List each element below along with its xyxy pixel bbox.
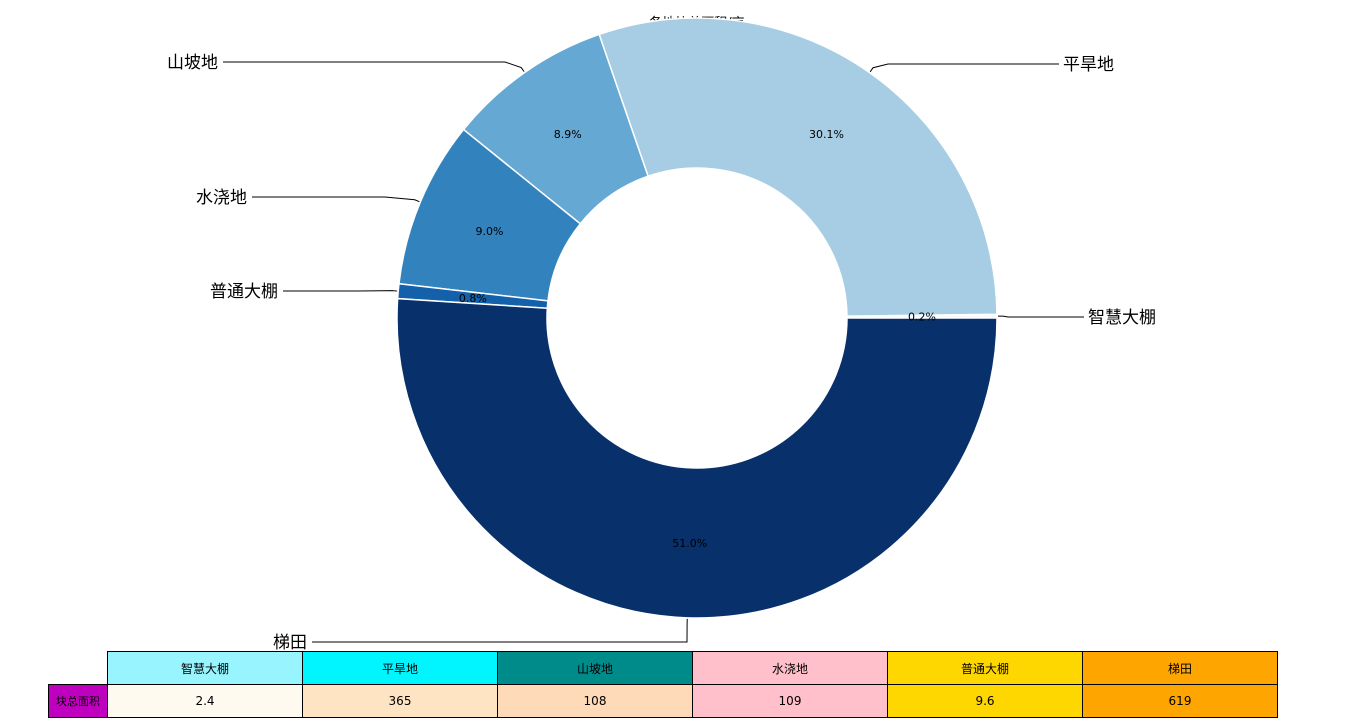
table-header-row: 智慧大棚 平旱地 山坡地 水浇地 普通大棚 梯田 — [49, 651, 1278, 685]
table-cell: 108 — [497, 684, 693, 718]
percent-label: 0.2% — [908, 311, 936, 324]
table-col-header: 平旱地 — [302, 651, 498, 685]
category-label: 水浇地 — [196, 188, 247, 208]
table-value-row: 块总面积 2.4 365 108 109 9.6 619 — [48, 684, 1278, 718]
table-col-header: 智慧大棚 — [107, 651, 303, 685]
slice-梯田 — [396, 297, 998, 619]
leader-lines-group — [223, 61, 1084, 643]
percent-label: 30.1% — [809, 128, 844, 141]
category-label: 梯田 — [273, 633, 307, 653]
percent-label: 9.0% — [476, 225, 504, 238]
leader-line — [252, 196, 420, 203]
table-col-header: 普通大棚 — [887, 651, 1083, 685]
table-corner — [49, 652, 108, 685]
table-col-header: 山坡地 — [497, 651, 693, 685]
category-label: 普通大棚 — [210, 282, 278, 302]
table-cell: 9.6 — [887, 684, 1083, 718]
category-label: 智慧大棚 — [1088, 308, 1156, 328]
data-table: 智慧大棚 平旱地 山坡地 水浇地 普通大棚 梯田 块总面积 2.4 365 108 109 9.6… — [48, 651, 1278, 718]
table-cell: 365 — [302, 684, 498, 718]
table-col-header: 水浇地 — [692, 651, 888, 685]
leader-line — [312, 618, 688, 643]
slice-平旱地 — [598, 17, 998, 317]
table-col-header: 梯田 — [1082, 651, 1278, 685]
leader-line — [869, 63, 1059, 73]
percent-label: 0.8% — [459, 292, 487, 305]
leader-line — [997, 315, 1084, 318]
category-label: 平旱地 — [1063, 55, 1114, 75]
table-cell: 109 — [692, 684, 888, 718]
percent-label: 8.9% — [554, 128, 582, 141]
category-label: 山坡地 — [167, 53, 218, 73]
percent-label: 51.0% — [672, 537, 707, 550]
table-row-label: 块总面积 — [48, 684, 108, 718]
leader-line — [223, 61, 525, 72]
table-cell: 2.4 — [107, 684, 303, 718]
slices-group — [396, 17, 998, 619]
percent-labels-group: 0.2% 30.1% 8.9% 9.0% 0.8% 51.0% — [459, 128, 936, 550]
table-cell: 619 — [1082, 684, 1278, 718]
